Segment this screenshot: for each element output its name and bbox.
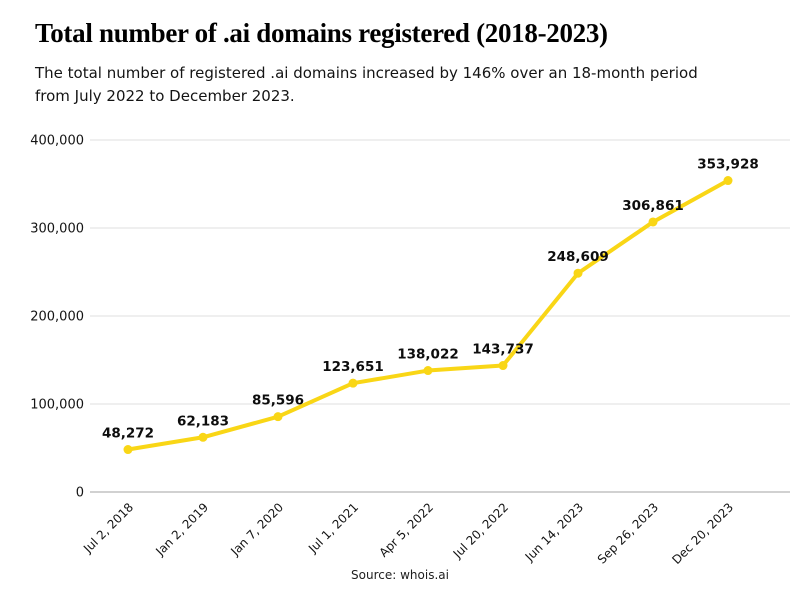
x-tick-label: Jan 2, 2019 [152,500,211,559]
y-tick-label: 100,000 [30,398,84,413]
data-point-marker [273,412,283,422]
data-point-marker [648,217,658,227]
data-point-label: 123,651 [322,359,384,375]
y-tick-label: 400,000 [30,134,84,149]
series-line [126,178,730,452]
data-point-label: 85,596 [252,393,304,409]
x-tick-label: Jul 2, 2018 [80,500,136,556]
x-tick-label: Apr 5, 2022 [376,500,436,560]
x-tick-label: Jun 14, 2023 [522,500,586,564]
y-tick-label: 0 [76,486,84,501]
data-point-label: 48,272 [102,426,154,442]
data-point-marker [348,378,358,388]
x-tick-label: Jul 20, 2022 [450,500,511,561]
x-tick-label: Jan 7, 2020 [227,500,286,559]
data-point-label: 143,737 [472,342,534,358]
data-point-marker [498,361,508,371]
data-point-marker [573,268,583,278]
chart-subtitle: The total number of registered .ai domai… [35,64,698,106]
x-tick-label: Jul 1, 2021 [305,500,361,556]
x-tick-label: Dec 20, 2023 [669,500,736,567]
data-point-marker [423,366,433,376]
data-point-marker [723,176,733,186]
data-point-label: 306,861 [622,198,684,214]
line-chart: 0 100,000 200,000 300,000 400,000 Jul 2, 2018… [30,134,790,567]
y-tick-label: 200,000 [30,310,84,325]
x-tick-label: Sep 26, 2023 [595,500,661,566]
data-point-label: 138,022 [397,347,459,363]
data-point-label: 62,183 [177,413,229,429]
data-point-label: 248,609 [547,249,609,265]
chart-title: Total number of .ai domains registered (… [35,18,608,48]
data-point-marker [198,432,208,442]
data-point-marker [123,445,133,455]
y-tick-label: 300,000 [30,222,84,237]
source-note: Source: whois.ai [351,568,449,582]
data-point-label: 353,928 [697,157,759,173]
